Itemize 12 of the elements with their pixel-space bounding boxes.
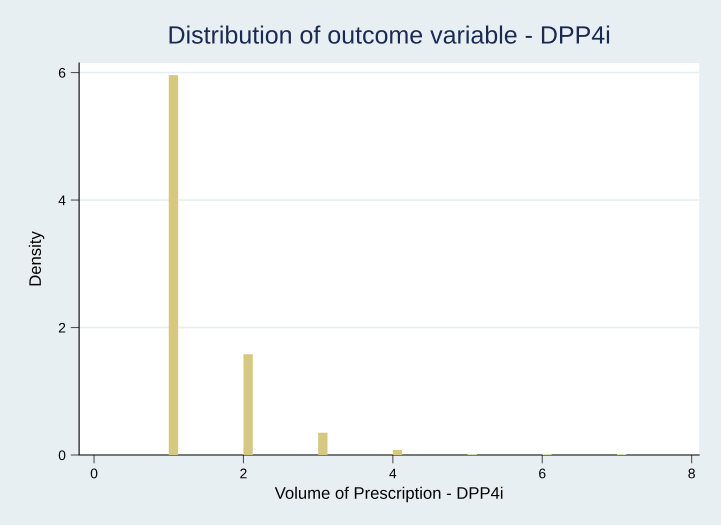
y-tick-label: 2 [58, 322, 66, 333]
chart-title: Distribution of outcome variable - DPP4i [170, 25, 610, 44]
y-tick-label: 0 [58, 450, 66, 460]
x-tick-label: 4 [389, 468, 396, 478]
x-tick-label: 0 [90, 468, 98, 478]
x-axis-title: Volume of Prescription - DPP4i [274, 486, 502, 502]
x-tick-label: 8 [688, 468, 695, 478]
y-axis-title: Density [28, 231, 44, 286]
x-tick-label: 6 [539, 468, 546, 478]
x-tick-label: 2 [240, 468, 247, 478]
y-tick-label: 6 [58, 68, 66, 78]
y-tick-label: 4 [58, 196, 66, 206]
